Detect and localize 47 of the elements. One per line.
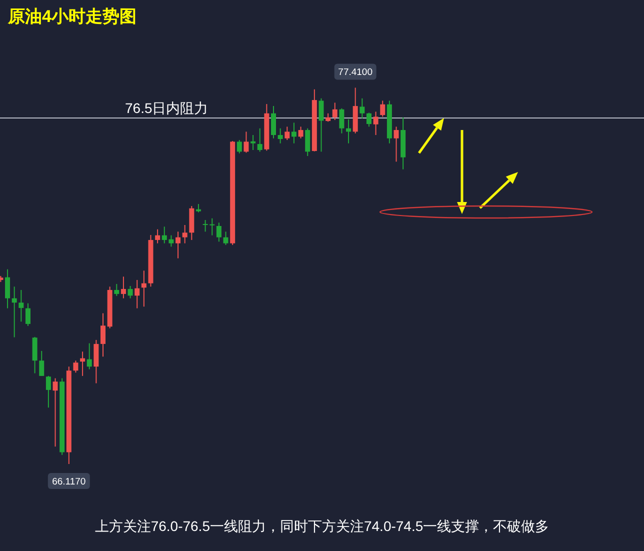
annotation: 66.1170 [52, 476, 86, 488]
candlestick [380, 100, 386, 118]
candlestick [80, 351, 86, 376]
candlestick [134, 279, 140, 309]
candlestick [120, 276, 126, 299]
candlestick [278, 128, 283, 144]
candlestick [86, 342, 92, 370]
ref-line-label: 76.5日内阻力 [125, 100, 208, 116]
candlestick [257, 128, 262, 152]
chart-title: 原油4小时走势图 [7, 7, 136, 26]
candlestick [32, 336, 38, 374]
candlestick [339, 108, 344, 134]
candlestick [346, 118, 352, 144]
candlestick [155, 228, 160, 244]
candlestick [18, 289, 24, 322]
candlestick [52, 378, 58, 448]
candlestick [141, 270, 146, 308]
candlestick [250, 134, 256, 151]
candlestick [46, 375, 51, 408]
candlestick [114, 283, 120, 296]
annotation: 77.4100 [338, 67, 373, 78]
candlestick [176, 231, 181, 259]
candlestick [128, 285, 133, 299]
candlestick [305, 128, 310, 157]
candlestick [318, 98, 324, 152]
candlestick [271, 106, 276, 139]
candlestick [12, 286, 17, 338]
candlestick [291, 122, 296, 144]
candlestick [73, 360, 78, 374]
candlestick [366, 112, 372, 128]
text: 上方关注76.0-76.5一线阻力，同时下方关注74.0-74.5一线支撑，不破做多 [94, 518, 550, 534]
candlestick [360, 98, 365, 119]
candlestick [284, 126, 290, 141]
candlestick [100, 312, 106, 358]
candlestick [244, 131, 249, 154]
candlestick [216, 222, 222, 242]
candlestick [223, 231, 228, 246]
candlestick [25, 302, 30, 326]
candlestick [236, 140, 242, 154]
candlestick [332, 102, 338, 121]
candlestick [373, 111, 378, 136]
candlestick [182, 224, 188, 244]
candlestick [94, 339, 99, 384]
candlestick [394, 126, 399, 162]
candlestick [298, 126, 304, 139]
candlestick [5, 268, 10, 309]
candlestick [39, 350, 44, 376]
